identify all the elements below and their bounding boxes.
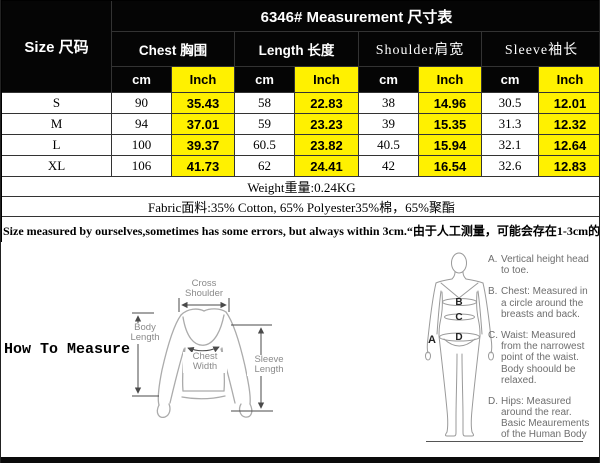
length-cm-cell: 59 — [235, 114, 295, 135]
shoulder-inch-cell: 14.96 — [419, 93, 482, 114]
unit-header-inch: Inch — [172, 67, 235, 93]
sleeve-inch-cell: 12.83 — [539, 156, 599, 177]
note-text: Waist: Measured from the narrowest point… — [501, 329, 585, 386]
note-item-d: D. Hips: Measured around the rear. Basic… — [488, 396, 595, 441]
figure-letters: A B C D — [428, 297, 463, 346]
measurement-table: Size 尺码 6346# Measurement 尺寸表 Chest 胸围 L… — [1, 0, 599, 245]
size-cell: M — [2, 114, 112, 135]
chest-width-label: Chest Width — [183, 351, 227, 373]
unit-header-cm: cm — [235, 67, 295, 93]
size-cell: XL — [2, 156, 112, 177]
figure-letter-d: D — [455, 332, 462, 343]
size-column-header: Size 尺码 — [2, 1, 112, 93]
figure-letter-b: B — [455, 297, 462, 308]
sleeve-inch-cell: 12.64 — [539, 135, 599, 156]
sleeve-cm-cell: 30.5 — [482, 93, 539, 114]
note-item-c: C. Waist: Measured from the narrowest po… — [488, 330, 595, 386]
table-row-m: M 94 37.01 59 23.23 39 15.35 31.3 12.32 — [2, 114, 599, 135]
sleeve-inch-cell: 12.32 — [539, 114, 599, 135]
shoulder-cm-cell: 39 — [359, 114, 419, 135]
sleeve-length-label: Sleeve Length — [247, 354, 291, 376]
group-header-sleeve: Sleeve袖长 — [482, 32, 599, 67]
size-cell: S — [2, 93, 112, 114]
note-text: Hips: Measured around the rear. Basic Me… — [501, 395, 590, 441]
sleeve-cm-cell: 31.3 — [482, 114, 539, 135]
chest-inch-cell: 41.73 — [172, 156, 235, 177]
figure-letter-a: A — [428, 334, 436, 346]
chest-cm-cell: 94 — [112, 114, 172, 135]
shoulder-inch-cell: 16.54 — [419, 156, 482, 177]
length-inch-cell: 24.41 — [295, 156, 359, 177]
chest-cm-cell: 106 — [112, 156, 172, 177]
chest-cm-cell: 100 — [112, 135, 172, 156]
note-label: A. — [488, 254, 498, 265]
body-length-label: Body Length — [126, 322, 164, 344]
shoulder-inch-cell: 15.35 — [419, 114, 482, 135]
garment-measure-diagram — [132, 298, 273, 419]
shoulder-cm-cell: 38 — [359, 93, 419, 114]
unit-header-cm: cm — [112, 67, 172, 93]
how-to-measure-heading: How To Measure — [4, 341, 131, 358]
sleeve-cm-cell: 32.6 — [482, 156, 539, 177]
shoulder-cm-cell: 40.5 — [359, 135, 419, 156]
sleeve-cm-cell: 32.1 — [482, 135, 539, 156]
length-inch-cell: 22.83 — [295, 93, 359, 114]
unit-header-cm: cm — [482, 67, 539, 93]
length-cm-cell: 60.5 — [235, 135, 295, 156]
notes-underline — [426, 441, 583, 442]
note-text: Vertical height head to toe. — [501, 254, 589, 277]
weight-row: Weight重量:0.24KG — [2, 177, 599, 197]
note-label: D. — [488, 395, 498, 407]
unit-header-inch: Inch — [295, 67, 359, 93]
length-cm-cell: 58 — [235, 93, 295, 114]
note-label: C. — [488, 329, 498, 341]
body-outline — [425, 252, 494, 437]
body-figure-diagram: A B C D — [425, 252, 494, 437]
bottom-border-bar — [1, 457, 599, 463]
length-inch-cell: 23.82 — [295, 135, 359, 156]
length-cm-cell: 62 — [235, 156, 295, 177]
unit-header-cm: cm — [359, 67, 419, 93]
chest-inch-cell: 37.01 — [172, 114, 235, 135]
unit-header-inch: Inch — [539, 67, 599, 93]
cross-shoulder-label: Cross Shoulder — [184, 278, 224, 300]
measure-disclaimer-note: Size measured by ourselves,sometimes has… — [2, 217, 599, 245]
sweater-outline — [156, 308, 253, 419]
table-row-l: L 100 39.37 60.5 23.82 40.5 15.94 32.1 1… — [2, 135, 599, 156]
measure-arrows — [132, 298, 273, 412]
note-item-a: A. Vertical height head to toe. — [488, 254, 595, 276]
table-row-xl: XL 106 41.73 62 24.41 42 16.54 32.6 12.8… — [2, 156, 599, 177]
length-inch-cell: 23.23 — [295, 114, 359, 135]
fabric-row: Fabric面料:35% Cotton, 65% Polyester35%棉，6… — [2, 197, 599, 217]
table-row-s: S 90 35.43 58 22.83 38 14.96 30.5 12.01 — [2, 93, 599, 114]
sleeve-inch-cell: 12.01 — [539, 93, 599, 114]
group-header-shoulder: Shoulder肩宽 — [359, 32, 482, 67]
note-item-b: B. Chest: Measured in a circle around th… — [488, 286, 595, 320]
chest-inch-cell: 35.43 — [172, 93, 235, 114]
note-text: Chest: Measured in a circle around the b… — [501, 286, 588, 320]
table-title: 6346# Measurement 尺寸表 — [112, 1, 599, 32]
group-header-length: Length 长度 — [235, 32, 359, 67]
chest-cm-cell: 90 — [112, 93, 172, 114]
unit-header-inch: Inch — [419, 67, 482, 93]
shoulder-cm-cell: 42 — [359, 156, 419, 177]
figure-letter-c: C — [455, 312, 462, 323]
group-header-chest: Chest 胸围 — [112, 32, 235, 67]
chest-inch-cell: 39.37 — [172, 135, 235, 156]
how-to-measure-section: How To Measure — [1, 242, 599, 458]
shoulder-inch-cell: 15.94 — [419, 135, 482, 156]
measuring-notes: A. Vertical height head to toe. B. Chest… — [488, 254, 595, 451]
note-label: B. — [488, 286, 498, 298]
size-cell: L — [2, 135, 112, 156]
